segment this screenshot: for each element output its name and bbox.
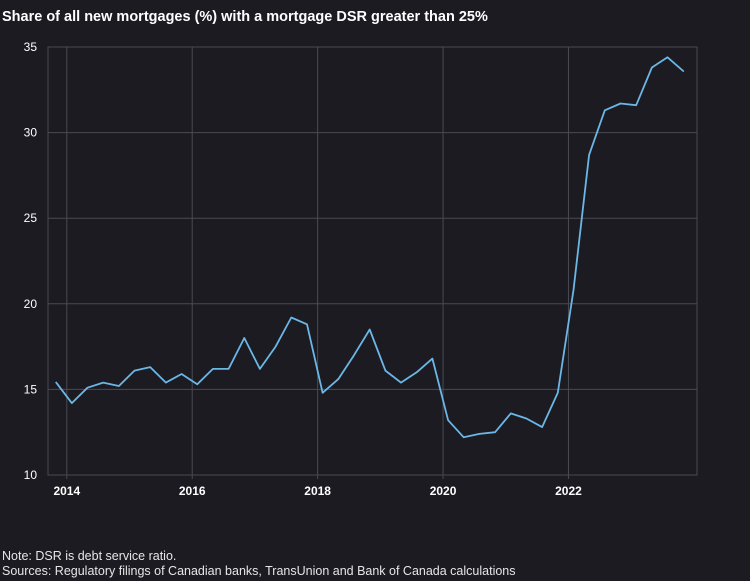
y-tick-label: 35: [24, 40, 38, 54]
y-tick-label: 30: [24, 126, 38, 140]
chart-title: Share of all new mortgages (%) with a mo…: [2, 9, 488, 25]
series-line: [55, 56, 685, 439]
data-point: [649, 65, 654, 70]
data-point: [132, 368, 137, 373]
data-point: [524, 416, 529, 421]
x-gridlines: [66, 47, 569, 475]
data-point: [336, 377, 341, 382]
note-text: Note: DSR is debt service ratio.: [2, 549, 177, 563]
data-point: [461, 435, 466, 440]
data-point: [320, 390, 325, 395]
data-point: [54, 380, 59, 385]
data-point: [242, 336, 247, 341]
data-point: [289, 315, 294, 320]
data-point: [665, 55, 670, 60]
y-gridlines: [48, 46, 697, 476]
data-point: [226, 366, 231, 371]
data-point: [571, 288, 576, 293]
x-tick-label: 2018: [304, 484, 331, 498]
data-point: [493, 430, 498, 435]
data-point: [540, 425, 545, 430]
data-point: [681, 68, 686, 73]
data-point: [618, 101, 623, 106]
y-axis-ticks: 10 15 20 25 30 35: [24, 40, 38, 482]
x-tick-label: 2014: [53, 484, 80, 498]
data-point: [383, 368, 388, 373]
y-tick-label: 15: [24, 382, 38, 396]
data-point: [116, 383, 121, 388]
x-tick-label: 2022: [555, 484, 582, 498]
data-point: [508, 411, 513, 416]
data-point: [179, 371, 184, 376]
data-point: [195, 382, 200, 387]
data-point: [273, 344, 278, 349]
data-point: [352, 353, 357, 358]
data-point: [602, 108, 607, 113]
y-tick-label: 10: [24, 468, 38, 482]
chart-notes: Note: DSR is debt service ratio. Sources…: [2, 549, 516, 579]
data-point: [304, 322, 309, 327]
x-tick-label: 2016: [179, 484, 206, 498]
data-point: [210, 366, 215, 371]
series-points: [54, 55, 686, 440]
data-point: [69, 401, 74, 406]
data-point: [163, 380, 168, 385]
x-axis-ticks: 2014 2016 2018 2020 2022: [53, 475, 582, 498]
plot-frame: [47, 46, 698, 476]
x-tick-label: 2020: [430, 484, 457, 498]
data-point: [85, 385, 90, 390]
series-group: [54, 55, 686, 440]
data-point: [477, 431, 482, 436]
data-point: [414, 370, 419, 375]
data-point: [430, 356, 435, 361]
data-point: [257, 366, 262, 371]
data-point: [148, 365, 153, 370]
data-point: [367, 327, 372, 332]
sources-text: Sources: Regulatory filings of Canadian …: [2, 564, 516, 578]
data-point: [101, 380, 106, 385]
data-point: [587, 152, 592, 157]
y-tick-label: 20: [24, 297, 38, 311]
y-tick-label: 25: [24, 211, 38, 225]
data-point: [555, 390, 560, 395]
data-point: [399, 380, 404, 385]
data-point: [446, 418, 451, 423]
data-point: [634, 103, 639, 108]
plot-area: [47, 46, 698, 476]
